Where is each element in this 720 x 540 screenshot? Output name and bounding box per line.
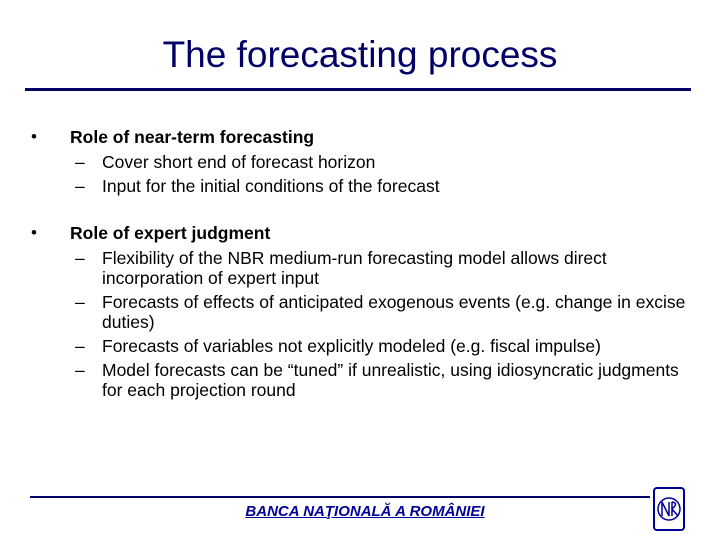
sub-item: – Forecasts of variables not explicitly m… <box>75 336 686 356</box>
sub-item-text: Input for the initial conditions of the … <box>102 176 440 196</box>
sub-item-text: Model forecasts can be “tuned” if unreal… <box>102 360 679 400</box>
bullet-marker: • <box>31 127 37 146</box>
logo <box>653 487 685 531</box>
sub-item: – Input for the initial conditions of the… <box>75 176 686 196</box>
dash-marker: – <box>75 248 85 268</box>
footer-rule <box>30 496 650 498</box>
sub-item: – Forecasts of effects of anticipated exo… <box>75 292 686 332</box>
dash-marker: – <box>75 336 85 356</box>
sub-item: – Flexibility of the NBR medium-run forec… <box>75 248 686 288</box>
bullet-group: • Role of near-term forecasting – Cover sho… <box>0 126 720 196</box>
slide-body: • Role of near-term forecasting – Cover sho… <box>0 126 720 426</box>
sub-item-text: Flexibility of the NBR medium-run foreca… <box>102 248 607 288</box>
bullet-text: Role of expert judgment <box>70 223 271 243</box>
sub-item: – Model forecasts can be “tuned” if unrea… <box>75 360 686 400</box>
footer-text: BANCA NAŢIONALĂ A ROMÂNIEI <box>245 503 485 520</box>
bullet-marker: • <box>31 223 37 242</box>
dash-marker: – <box>75 176 85 196</box>
dash-marker: – <box>75 292 85 312</box>
dash-marker: – <box>75 360 85 380</box>
sub-item-text: Cover short end of forecast horizon <box>102 152 376 172</box>
bullet-group: • Role of expert judgment – Flexibility of … <box>0 222 720 400</box>
bullet-text: Role of near-term forecasting <box>70 127 315 147</box>
sub-item-text: Forecasts of variables not explicitly mo… <box>102 336 601 356</box>
dash-marker: – <box>75 152 85 172</box>
sub-item-text: Forecasts of effects of anticipated exog… <box>102 292 686 332</box>
sub-item: – Cover short end of forecast horizon <box>75 152 686 172</box>
slide-title: The forecasting process <box>162 34 558 75</box>
title-rule <box>25 88 691 91</box>
